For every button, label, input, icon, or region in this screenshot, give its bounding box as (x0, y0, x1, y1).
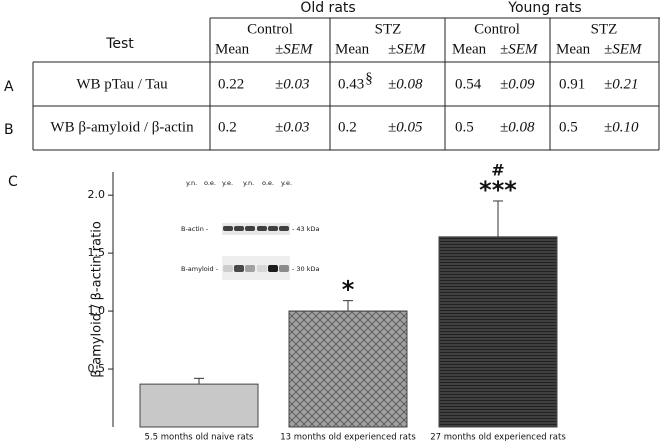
sem-cell: ±0.10 (604, 119, 639, 135)
y-tick-label: 1.0 (88, 304, 106, 317)
significance-mark: # (491, 160, 504, 179)
test-name: WB pTau / Tau (76, 76, 168, 92)
sem-cell: ±0.08 (388, 76, 423, 92)
western-blot-inset: y.n. o.e. y.e. y.n. o.e. y.e. B-actin - B-amylo… (178, 172, 328, 284)
lane-label: y.e. (281, 179, 292, 187)
mean-cell: 0.54 (455, 76, 482, 92)
amyloid-band (268, 265, 278, 272)
stat-header: ±SEM (500, 41, 539, 57)
x-tick-label: 5.5 months old naive rats (145, 433, 255, 441)
stat-header: ±SEM (604, 41, 643, 57)
amyloid-band (234, 265, 244, 272)
y-tick-label: 2.0 (88, 188, 106, 201)
mean-cell: 0.2 (218, 119, 237, 135)
bar-pattern (438, 236, 558, 428)
row-label: A (4, 79, 14, 95)
actin-band (245, 226, 255, 231)
amyloid-band (223, 265, 233, 272)
lane-label: o.e. (204, 179, 216, 187)
y-tick-label: 1.5 (88, 246, 106, 259)
subgroup-header: STZ (375, 21, 402, 37)
actin-band (223, 226, 233, 231)
amyloid-band (279, 265, 289, 272)
actin-band (234, 226, 244, 231)
subgroup-header: STZ (591, 21, 618, 37)
stat-header: ±SEM (388, 41, 427, 57)
amyloid-band (257, 265, 267, 272)
sem-cell: ±0.08 (500, 119, 535, 135)
mean-cell: 0.43 (338, 76, 364, 92)
significance-mark: *** (479, 176, 517, 204)
actin-band (257, 226, 267, 231)
sem-cell: ±0.09 (500, 76, 535, 92)
lane-label: y.e. (222, 179, 233, 187)
stat-header: Mean (556, 41, 591, 57)
group-header: Old rats (300, 0, 355, 16)
y-tick-label: 0.5 (88, 362, 106, 375)
amyloid-band (245, 265, 255, 272)
stat-header: Mean (335, 41, 370, 57)
lane-label: o.e. (262, 179, 274, 187)
bar (139, 383, 259, 428)
mean-cell: 0.5 (559, 119, 578, 135)
blot-row-label: B-amyloid - (181, 265, 219, 273)
row-label: B (4, 122, 14, 138)
footnote-mark: § (365, 70, 373, 86)
actin-band (279, 226, 289, 231)
blot-strip (222, 256, 290, 280)
lane-label: y.n. (186, 179, 197, 187)
test-name: WB β-amyloid / β-actin (50, 119, 194, 135)
x-tick-label: 27 months old experienced rats (430, 433, 566, 441)
sem-cell: ±0.21 (604, 76, 638, 92)
blot-row-label: B-actin - (181, 225, 209, 233)
blot-size-label: - 30 kDa (292, 265, 320, 273)
table (32, 17, 660, 151)
stat-header: ±SEM (275, 41, 314, 57)
subgroup-header: Control (474, 21, 520, 37)
mean-cell: 0.2 (338, 119, 357, 135)
lane-label: y.n. (243, 179, 254, 187)
bar-pattern (288, 310, 408, 428)
sem-cell: ±0.05 (388, 119, 423, 135)
x-tick-label: 13 months old experienced rats (280, 433, 416, 441)
test-header: Test (105, 36, 134, 52)
mean-cell: 0.22 (218, 76, 244, 92)
subgroup-header: Control (247, 21, 293, 37)
sem-cell: ±0.03 (275, 76, 309, 92)
stat-header: Mean (452, 41, 487, 57)
mean-cell: 0.91 (559, 76, 585, 92)
blot-size-label: - 43 kDa (292, 225, 320, 233)
group-header: Young rats (507, 0, 581, 16)
stat-header: Mean (215, 41, 250, 57)
panel-label: C (8, 174, 18, 190)
mean-cell: 0.5 (455, 119, 474, 135)
sem-cell: ±0.03 (275, 119, 309, 135)
y-axis-title: β-amyloid / β-actin ratio (90, 221, 105, 378)
actin-band (268, 226, 278, 231)
significance-mark: * (342, 276, 355, 304)
